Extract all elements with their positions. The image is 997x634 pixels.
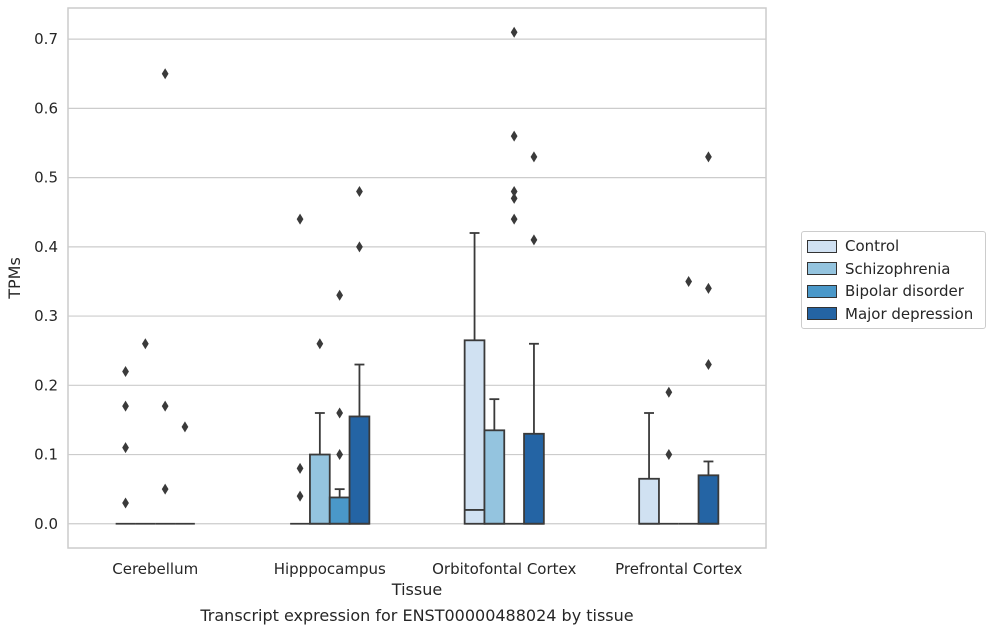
box-group xyxy=(135,338,156,525)
legend-item-schizophrenia: Schizophrenia xyxy=(802,258,985,281)
box xyxy=(697,474,720,525)
outlier-point xyxy=(122,442,129,454)
gridlines xyxy=(68,38,766,525)
outlier-point xyxy=(141,338,149,350)
x-tick-label: Orbitofontal Cortex xyxy=(432,560,576,578)
box-group xyxy=(658,386,679,525)
outlier-point xyxy=(665,386,673,398)
legend-swatch xyxy=(807,262,837,276)
box-group xyxy=(328,289,351,525)
x-axis-label: Tissue xyxy=(391,580,442,599)
box-group xyxy=(155,68,176,525)
outlier-point xyxy=(510,130,518,142)
legend-swatch xyxy=(807,307,837,321)
box xyxy=(463,339,486,525)
outlier-point xyxy=(356,241,363,253)
box-group xyxy=(348,185,371,525)
box-group xyxy=(483,398,506,525)
outlier-point xyxy=(122,400,129,412)
outlier-point xyxy=(510,185,518,197)
legend-item-major-depression: Major depression xyxy=(802,303,985,326)
outlier-point xyxy=(685,275,693,287)
legend-swatch xyxy=(807,239,837,253)
box-group xyxy=(523,151,545,525)
outlier-point xyxy=(296,213,304,225)
box xyxy=(309,453,331,525)
plot-frame xyxy=(67,7,767,549)
outlier-point xyxy=(161,400,169,412)
box xyxy=(523,432,545,525)
legend-item-control: Control xyxy=(802,235,985,258)
outlier-point xyxy=(665,449,673,461)
box xyxy=(638,477,660,525)
outlier-point xyxy=(336,289,344,301)
y-tick-label: 0.0 xyxy=(34,515,58,533)
outlier-point xyxy=(705,282,712,294)
outlier-point xyxy=(296,490,304,502)
y-tick-label: 0.7 xyxy=(34,30,58,48)
box-group xyxy=(115,365,136,525)
outlier-point xyxy=(122,497,129,509)
outlier-point xyxy=(705,359,712,371)
legend-label: Major depression xyxy=(845,304,974,323)
box-group xyxy=(678,275,699,525)
outlier-point xyxy=(510,213,518,225)
legend-label: Schizophrenia xyxy=(845,259,951,278)
outlier-point xyxy=(530,234,538,246)
legend: Control Schizophrenia Bipolar disorder M… xyxy=(801,231,986,329)
outlier-point xyxy=(356,185,363,197)
box xyxy=(328,496,351,525)
outlier-point xyxy=(316,338,324,350)
outlier-point xyxy=(122,365,129,377)
outlier-point xyxy=(296,462,304,474)
y-tick-label: 0.5 xyxy=(34,169,58,187)
outlier-point xyxy=(336,449,344,461)
outlier-point xyxy=(161,68,169,80)
box xyxy=(483,429,506,525)
y-tick-label: 0.3 xyxy=(34,307,58,325)
box-group xyxy=(175,421,195,525)
y-axis-label: TPMs xyxy=(5,257,24,300)
outlier-point xyxy=(510,26,518,38)
box-group xyxy=(309,338,331,525)
y-tick-label: 0.6 xyxy=(34,99,58,117)
legend-label: Control xyxy=(845,237,900,256)
y-tick-label: 0.1 xyxy=(34,446,58,464)
x-tick-label: Hipppocampus xyxy=(274,560,386,578)
chart-caption: Transcript expression for ENST0000048802… xyxy=(200,606,634,625)
box-group xyxy=(504,26,525,525)
outlier-point xyxy=(161,483,169,495)
legend-swatch xyxy=(807,284,837,298)
x-tick-label: Prefrontal Cortex xyxy=(615,560,742,578)
box xyxy=(348,415,371,525)
outlier-point xyxy=(181,421,189,433)
outlier-point xyxy=(530,151,538,163)
outlier-point xyxy=(336,407,344,419)
y-tick-label: 0.4 xyxy=(34,238,58,256)
outlier-point xyxy=(705,151,712,163)
legend-item-bipolar-disorder: Bipolar disorder xyxy=(802,280,985,303)
y-tick-labels: 0.0 0.1 0.2 0.3 0.4 0.5 0.6 0.7 xyxy=(34,30,58,533)
outlier-point xyxy=(510,192,518,204)
box-group xyxy=(463,232,486,525)
x-tick-label: Cerebellum xyxy=(112,560,198,578)
y-tick-label: 0.2 xyxy=(34,376,58,394)
legend-label: Bipolar disorder xyxy=(845,282,964,301)
box-group xyxy=(697,151,720,525)
boxes xyxy=(115,26,720,525)
x-tick-labels: Cerebellum Hipppocampus Orbitofontal Corte… xyxy=(112,560,742,578)
box-group xyxy=(638,412,660,525)
box-group xyxy=(290,213,310,525)
